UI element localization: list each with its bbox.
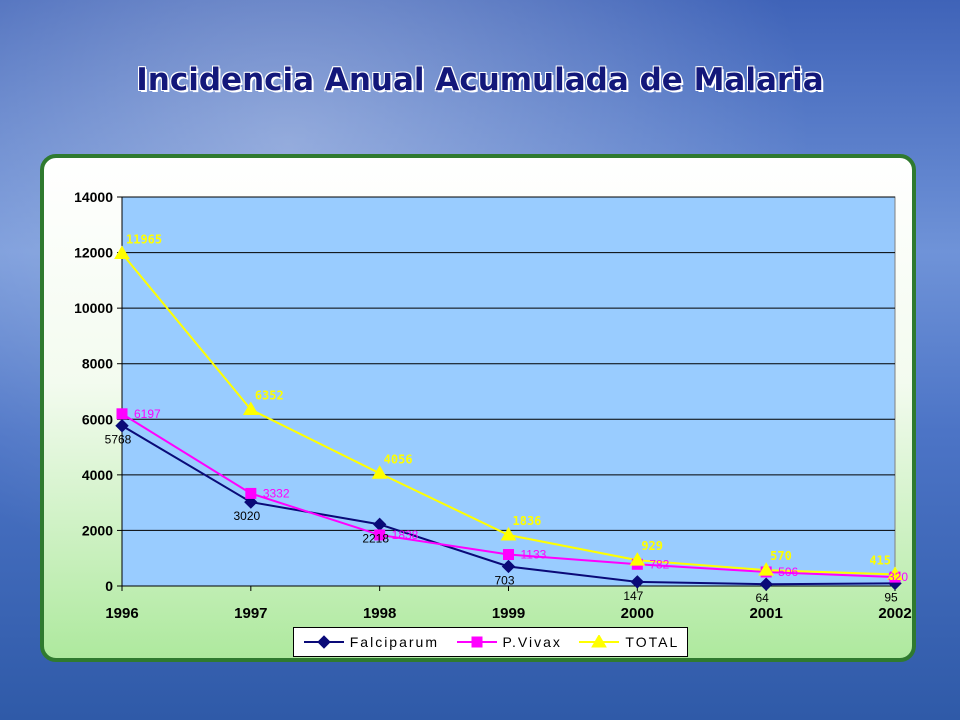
- point-falciparum: [244, 495, 258, 509]
- point-total: [500, 526, 517, 541]
- legend-marker-pvivax: [471, 636, 482, 648]
- point-falciparum: [630, 575, 645, 589]
- data-label-falciparum: 95: [884, 590, 898, 604]
- legend-marker-falciparum: [317, 635, 331, 649]
- y-tick-label: 2000: [82, 522, 113, 538]
- point-pvivax: [245, 487, 257, 499]
- y-tick-label: 10000: [74, 300, 113, 316]
- slide-title: Incidencia Anual Acumulada de Malaria: [136, 62, 824, 98]
- point-falciparum: [115, 419, 129, 433]
- y-tick-label: 14000: [74, 189, 113, 205]
- point-total: [629, 552, 646, 566]
- y-tick-label: 12000: [74, 245, 113, 261]
- legend-label-total: TOTAL: [625, 634, 680, 650]
- legend-item-pvivax: P.Vivax: [455, 634, 562, 650]
- x-tick-label: 1998: [363, 605, 396, 622]
- point-total: [114, 245, 130, 260]
- legend-swatch-pvivax: [456, 636, 497, 648]
- point-total: [758, 562, 775, 576]
- data-label-falciparum: 64: [755, 591, 769, 605]
- point-total: [371, 465, 388, 479]
- data-label-falciparum: 703: [494, 573, 514, 587]
- legend-label-pvivax: P.Vivax: [502, 634, 562, 650]
- point-total: [242, 401, 259, 416]
- data-label-total: 570: [770, 549, 792, 563]
- data-label-falciparum: 2218: [362, 531, 389, 545]
- data-label-falciparum: 147: [623, 589, 643, 603]
- legend-label-falciparum: Falciparum: [349, 634, 439, 650]
- data-label-pvivax: 1838: [392, 528, 419, 542]
- legend-swatch-falciparum: [303, 635, 344, 649]
- x-tick-label: 1997: [234, 605, 267, 622]
- point-falciparum: [501, 559, 516, 574]
- x-tick-label: 1999: [492, 605, 525, 622]
- data-label-total: 1836: [513, 514, 542, 528]
- data-label-pvivax: 3332: [263, 486, 290, 500]
- legend-item-falciparum: Falciparum: [302, 634, 439, 650]
- data-label-falciparum: 3020: [233, 509, 260, 523]
- x-tick-label: 2001: [749, 605, 782, 622]
- data-label-pvivax: 6197: [134, 407, 161, 421]
- point-falciparum: [759, 577, 773, 591]
- data-label-pvivax: 320: [888, 570, 908, 584]
- point-pvivax: [374, 529, 386, 541]
- point-pvivax: [116, 408, 128, 420]
- y-tick-label: 4000: [82, 467, 113, 483]
- data-label-pvivax: 1133: [521, 548, 547, 562]
- legend-item-total: TOTAL: [577, 634, 679, 650]
- x-tick-label: 1996: [105, 605, 138, 622]
- data-label-pvivax: 506: [778, 565, 798, 579]
- x-tick-label: 2002: [878, 605, 911, 622]
- point-pvivax: [503, 549, 514, 561]
- y-tick-label: 6000: [82, 411, 113, 427]
- y-tick-label: 0: [105, 578, 113, 594]
- data-label-total: 929: [641, 539, 663, 553]
- point-total: [887, 566, 903, 580]
- y-tick-label: 8000: [82, 356, 113, 372]
- data-label-pvivax: 782: [649, 557, 669, 571]
- legend-swatch-total: [579, 635, 620, 648]
- data-label-total: 4056: [384, 452, 413, 466]
- data-label-falciparum: 5768: [105, 433, 132, 447]
- legend-marker-total: [591, 635, 608, 648]
- x-tick-label: 2000: [621, 605, 654, 622]
- data-label-total: 415: [869, 553, 891, 567]
- chart-legend: Falciparum P.Vivax TOTAL: [293, 627, 688, 657]
- data-label-total: 6352: [255, 389, 284, 403]
- data-label-total: 11965: [126, 233, 162, 247]
